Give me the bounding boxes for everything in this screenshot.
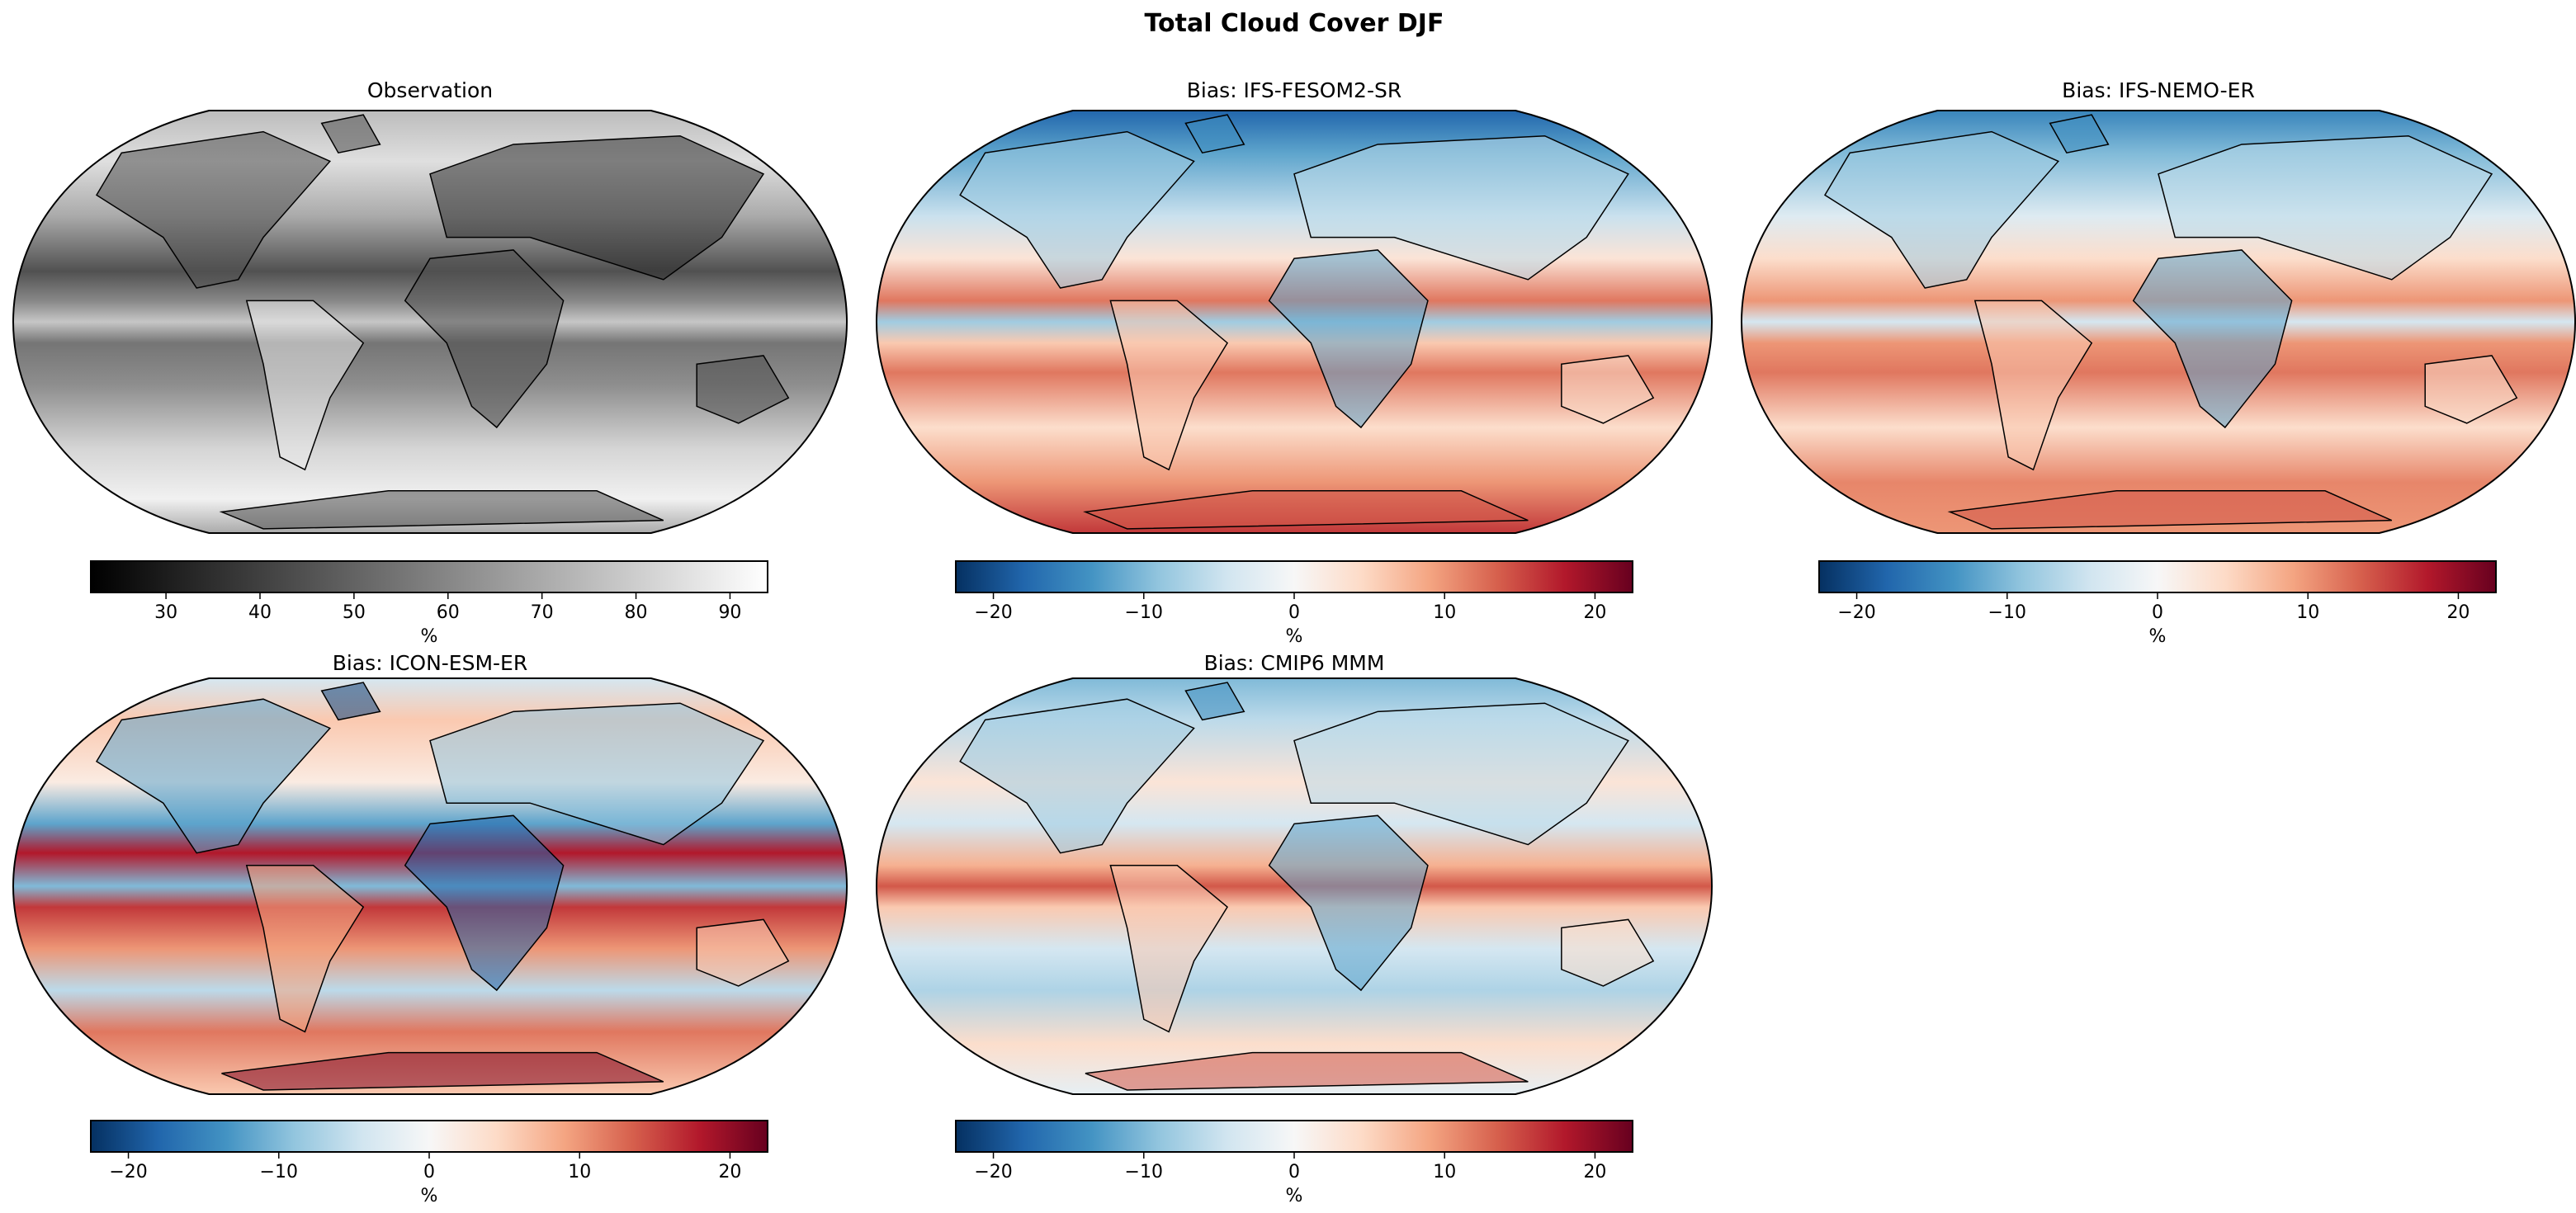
colorbar-tick-label: 90 xyxy=(718,602,741,623)
coastline xyxy=(245,865,365,1033)
panel-1: Observation 30 40 50 60 70 80 90% xyxy=(12,78,848,647)
colorbar-tick-label: 80 xyxy=(625,602,648,623)
coastline xyxy=(95,130,332,289)
coastline xyxy=(959,698,1195,854)
colorbar-tick-label: 40 xyxy=(248,602,272,623)
coastline xyxy=(1561,918,1655,987)
map-field xyxy=(1742,111,2575,533)
colorbar xyxy=(90,1120,768,1153)
colorbar-tick-label: 10 xyxy=(1433,602,1456,623)
colorbar-label: % xyxy=(421,626,438,647)
coastline xyxy=(219,490,664,530)
coastline xyxy=(1184,114,1245,154)
coastline xyxy=(221,1051,664,1091)
coastline xyxy=(95,698,332,854)
colorbar-tick-label: −10 xyxy=(1988,602,2026,623)
map-field xyxy=(877,111,1712,533)
colorbar-tick-label: −10 xyxy=(1125,602,1163,623)
colorbar-label: % xyxy=(1286,1186,1303,1206)
coastline xyxy=(1184,682,1245,721)
coastline xyxy=(1293,702,1629,846)
map-field xyxy=(877,678,1712,1094)
panel-2: Bias: IFS-FESOM2-SR −20 −10 0 10 20% xyxy=(875,78,1713,647)
colorbar-tick-label: 10 xyxy=(2296,602,2319,623)
coastline xyxy=(959,130,1195,289)
coastline xyxy=(1109,865,1229,1033)
colorbar-tick-label: 20 xyxy=(1583,602,1606,623)
colorbar-label: % xyxy=(421,1186,438,1206)
coastline xyxy=(1268,814,1429,992)
coastline xyxy=(1083,490,1529,530)
colorbar-tick-label: 0 xyxy=(1288,602,1300,623)
map-boundary xyxy=(875,677,1713,1095)
coastline xyxy=(1109,300,1229,471)
coastline xyxy=(1561,355,1655,424)
coastline xyxy=(696,355,790,424)
panel-title: Observation xyxy=(367,78,493,102)
colorbar-tick-label: −20 xyxy=(974,1162,1012,1182)
coastline xyxy=(2049,114,2110,154)
colorbar-tick-label: 70 xyxy=(531,602,554,623)
colorbar-tick-label: −20 xyxy=(109,1162,147,1182)
colorbar-tick-label: −20 xyxy=(1837,602,1875,623)
map-field xyxy=(13,111,847,533)
panel-4: Bias: ICON-ESM-ER −20 −10 0 10 20% xyxy=(12,651,848,1206)
colorbar-tick-label: −10 xyxy=(260,1162,298,1182)
panel-title: Bias: IFS-NEMO-ER xyxy=(2062,78,2255,102)
coastline xyxy=(1268,249,1429,429)
map-boundary xyxy=(1740,110,2576,534)
panel-5: Bias: CMIP6 MMM −20 −10 0 10 20% xyxy=(875,651,1713,1206)
coastline xyxy=(320,114,381,154)
colorbar-label: % xyxy=(2149,626,2167,647)
colorbar-tick-label: 20 xyxy=(718,1162,741,1182)
colorbar-tick-label: −10 xyxy=(1125,1162,1163,1182)
colorbar-label: % xyxy=(1286,626,1303,647)
coastline xyxy=(1947,490,2393,530)
colorbar xyxy=(1818,560,2497,593)
colorbar-tick-label: 0 xyxy=(1288,1162,1300,1182)
panel-title: Bias: ICON-ESM-ER xyxy=(333,651,527,675)
panel-3: Bias: IFS-NEMO-ER −20 −10 0 10 20% xyxy=(1740,78,2576,647)
coastline xyxy=(1293,135,1629,281)
colorbar xyxy=(955,560,1633,593)
colorbar-tick-label: 0 xyxy=(423,1162,435,1182)
colorbar-tick-label: −20 xyxy=(974,602,1012,623)
figure-title: Total Cloud Cover DJF xyxy=(1145,9,1444,38)
coastline xyxy=(245,300,365,471)
coastline xyxy=(320,682,381,721)
panel-title: Bias: IFS-FESOM2-SR xyxy=(1187,78,1401,102)
coastline xyxy=(2158,135,2493,281)
coastline xyxy=(2424,355,2518,424)
colorbar-tick-label: 20 xyxy=(2446,602,2470,623)
map-field xyxy=(13,678,847,1094)
colorbar-tick-label: 50 xyxy=(343,602,366,623)
map-boundary xyxy=(12,677,848,1095)
coastline xyxy=(404,249,565,429)
colorbar xyxy=(90,560,768,593)
coastline xyxy=(429,135,765,281)
colorbar-tick-label: 0 xyxy=(2152,602,2163,623)
map-boundary xyxy=(875,110,1713,534)
coastline xyxy=(429,702,765,846)
coastline xyxy=(1823,130,2060,289)
colorbar-tick-label: 20 xyxy=(1583,1162,1606,1182)
coastline xyxy=(1973,300,2093,471)
panel-title: Bias: CMIP6 MMM xyxy=(1204,651,1385,675)
colorbar-tick-label: 60 xyxy=(437,602,460,623)
coastline xyxy=(2132,249,2293,429)
colorbar-tick-label: 30 xyxy=(154,602,177,623)
coastline xyxy=(696,918,790,987)
colorbar xyxy=(955,1120,1633,1153)
colorbar-tick-label: 10 xyxy=(1433,1162,1456,1182)
coastline xyxy=(404,814,565,992)
colorbar-tick-label: 10 xyxy=(568,1162,591,1182)
map-boundary xyxy=(12,110,848,534)
coastline xyxy=(1085,1051,1529,1091)
